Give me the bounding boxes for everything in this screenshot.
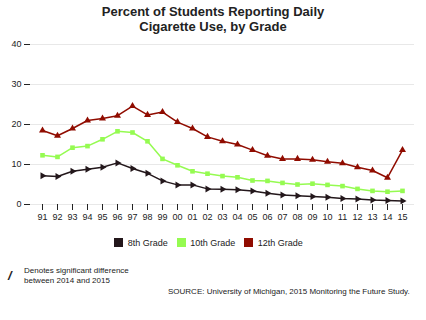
svg-text:97: 97 <box>127 212 137 222</box>
svg-text:30: 30 <box>11 79 21 89</box>
svg-text:91: 91 <box>37 212 47 222</box>
svg-text:06: 06 <box>262 212 272 222</box>
html-text:SOURCE: University of Michigan: SOURCE: University of Michigan, 2015 Mon… <box>168 286 410 296</box>
svg-text:20: 20 <box>11 119 21 129</box>
svg-text:14: 14 <box>382 212 392 222</box>
svg-text:02: 02 <box>202 212 212 222</box>
html-text:10th Grade: 10th Grade <box>190 237 236 248</box>
svg-text:95: 95 <box>97 212 107 222</box>
svg-text:99: 99 <box>157 212 167 222</box>
svg-text:15: 15 <box>397 212 407 222</box>
svg-text:92: 92 <box>52 212 62 222</box>
svg-text:08: 08 <box>292 212 302 222</box>
svg-text:04: 04 <box>232 212 242 222</box>
svg-text:05: 05 <box>247 212 257 222</box>
svg-text:07: 07 <box>277 212 287 222</box>
html-text:Denotes significant difference: Denotes significant difference between 2… <box>24 265 129 285</box>
svg-text:00: 00 <box>172 212 182 222</box>
html-text:8th Grade: 8th Grade <box>127 237 168 248</box>
svg-text:10: 10 <box>322 212 332 222</box>
svg-text:10: 10 <box>11 159 21 169</box>
svg-text:0: 0 <box>16 199 21 209</box>
svg-text:09: 09 <box>307 212 317 222</box>
svg-text:93: 93 <box>67 212 77 222</box>
svg-text:12: 12 <box>352 212 362 222</box>
svg-text:13: 13 <box>367 212 377 222</box>
html-text:Percent of Students Reporting: Percent of Students Reporting Daily Ciga… <box>101 4 325 34</box>
svg-text:40: 40 <box>11 39 21 49</box>
svg-text:94: 94 <box>82 212 92 222</box>
svg-text:11: 11 <box>338 212 347 222</box>
svg-text:01: 01 <box>187 212 197 222</box>
svg-text:96: 96 <box>112 212 122 222</box>
html-text:12th Grade: 12th Grade <box>257 237 303 248</box>
svg-text:98: 98 <box>142 212 152 222</box>
svg-text:03: 03 <box>217 212 227 222</box>
